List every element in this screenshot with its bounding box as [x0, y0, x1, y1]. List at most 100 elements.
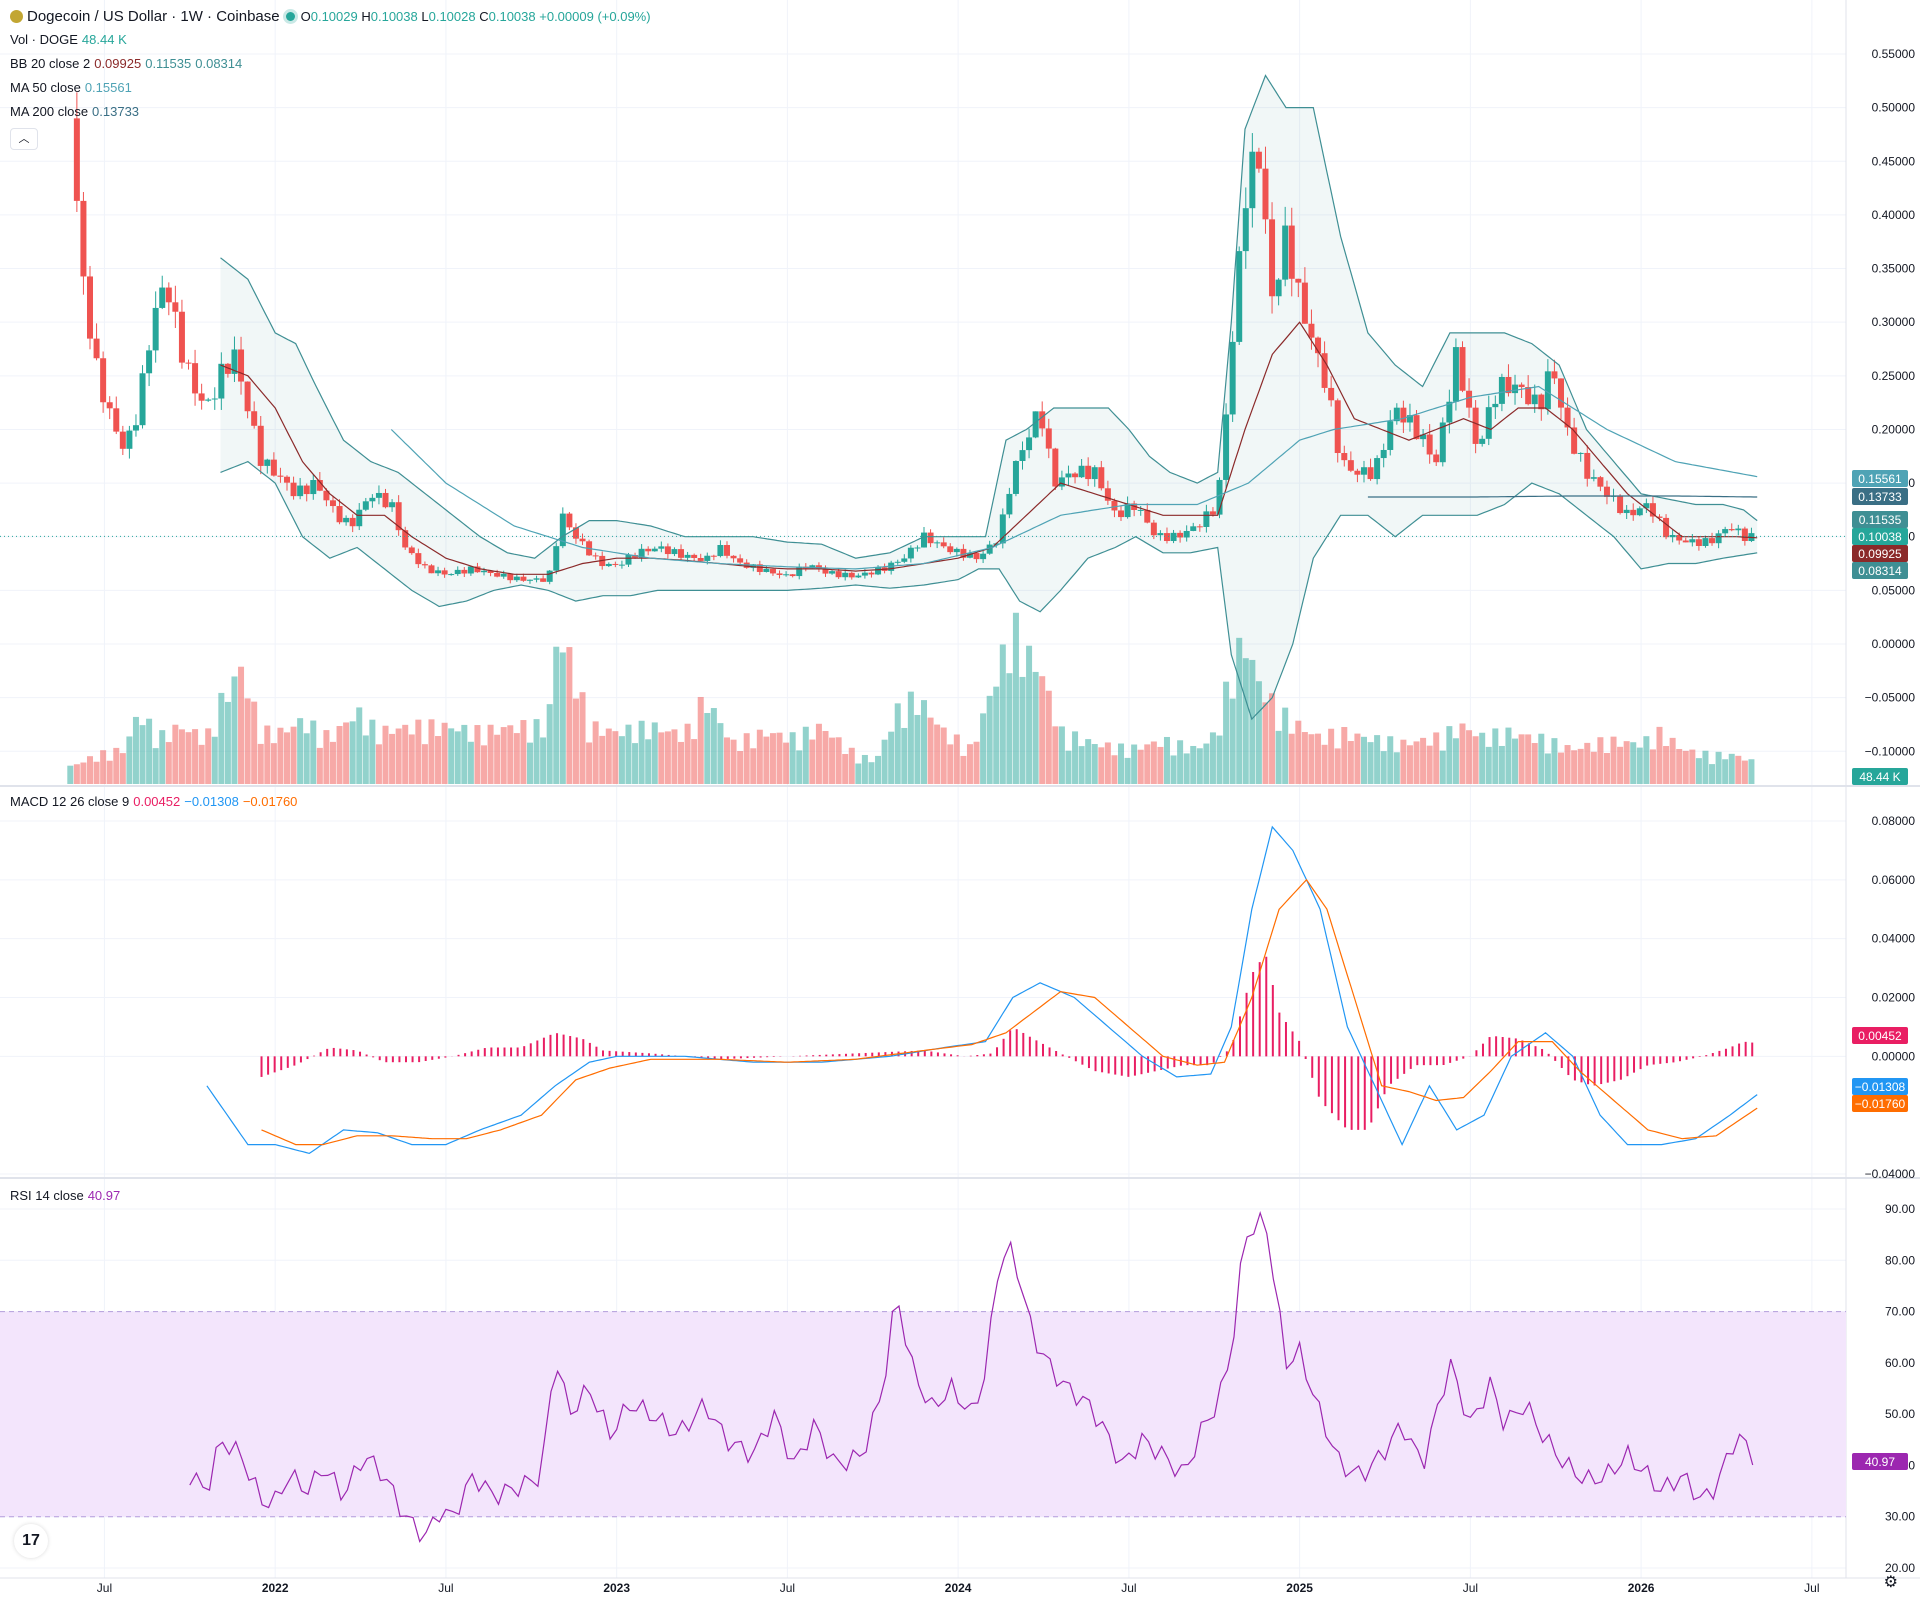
candle-body [494, 572, 501, 577]
volume-bar [710, 708, 717, 784]
candle-body [284, 476, 291, 483]
bb-mid-value: 0.09925 [94, 56, 142, 71]
candle-body [526, 579, 533, 581]
volume-bar [1150, 741, 1157, 784]
candle-body [119, 431, 126, 449]
symbol-title[interactable]: Dogecoin / US Dollar · 1W · Coinbase [27, 8, 280, 25]
volume-bar [848, 747, 855, 784]
candle-body [1433, 454, 1440, 463]
ma200-price-badge[interactable]: 0.13733 [1852, 488, 1908, 505]
volume-bar [435, 736, 442, 784]
rsi-badge[interactable]: 40.97 [1852, 1453, 1908, 1470]
candle-body [842, 572, 849, 578]
volume-bar [763, 736, 770, 784]
bb-upper-price-badge[interactable]: 0.11535 [1852, 511, 1908, 528]
ma50-price-badge-bg [1852, 470, 1908, 487]
bb-lower-value: 0.08314 [195, 56, 243, 71]
candle-body [1728, 529, 1735, 531]
last-price-badge[interactable]: 0.10038 [1852, 528, 1908, 545]
volume-bar [1157, 746, 1164, 784]
candle-body [1354, 470, 1361, 475]
candle-body [1735, 528, 1742, 531]
volume-bar [1091, 744, 1098, 784]
gear-icon[interactable]: ⚙ [1883, 1574, 1898, 1591]
ma50-price-badge[interactable]: 0.15561 [1852, 470, 1908, 487]
high-label: H [361, 9, 371, 24]
ma200-label: MA 200 close [10, 104, 89, 119]
candle-body [625, 554, 632, 565]
candle-body [1741, 528, 1748, 542]
candle-body [835, 571, 842, 578]
candle-body [1446, 401, 1453, 423]
candle-body [277, 475, 284, 477]
volume-bar [1229, 698, 1236, 784]
volume-bar [1216, 735, 1223, 784]
candle-body [756, 564, 763, 572]
volume-bar [1420, 737, 1427, 784]
volume-badge[interactable]: 48.44 K [1852, 768, 1908, 785]
volume-bar [533, 719, 540, 784]
bb-legend[interactable]: BB 20 close 2 0.09925 0.11535 0.08314 [10, 55, 242, 73]
rsi-axis-label: 80.00 [1885, 1253, 1915, 1267]
volume-bar [599, 735, 606, 784]
time-axis-label: Jul [1804, 1581, 1819, 1595]
candle-body [1019, 450, 1026, 461]
volume-bar [86, 756, 93, 784]
candle-body [481, 570, 488, 573]
macd-line-badge[interactable]: −0.01308 [1852, 1078, 1908, 1095]
volume-bar [369, 719, 376, 784]
ma200-legend[interactable]: MA 200 close 0.13733 [10, 103, 139, 121]
candle-body [678, 549, 685, 558]
last-price-badge-text: 0.10038 [1858, 530, 1902, 544]
volume-bar [487, 724, 494, 784]
volume-bar [697, 696, 704, 784]
volume-bar [1590, 751, 1597, 784]
collapse-legend-button[interactable]: ︿ [10, 128, 38, 150]
ma50-legend[interactable]: MA 50 close 0.15561 [10, 79, 132, 97]
candle-body [86, 276, 93, 339]
candle-body [178, 311, 185, 363]
volume-bar [842, 753, 849, 784]
macd-signal-badge[interactable]: −0.01760 [1852, 1095, 1908, 1112]
volume-bar [664, 731, 671, 784]
close-label: C [479, 9, 489, 24]
candle-body [310, 480, 317, 495]
volume-legend[interactable]: Vol · DOGE 48.44 K [10, 31, 127, 49]
volume-bar [389, 733, 396, 784]
candle-body [454, 569, 461, 575]
volume-bar [605, 728, 612, 784]
candle-body [152, 307, 159, 351]
macd-hist-badge[interactable]: 0.00452 [1852, 1027, 1908, 1044]
candle-body [172, 302, 179, 312]
volume-bar [1538, 733, 1545, 784]
candle-body [875, 567, 882, 575]
volume-bar [1669, 737, 1676, 784]
tradingview-logo-icon[interactable]: 17 [14, 1524, 48, 1558]
macd-legend[interactable]: MACD 12 26 close 9 0.00452 −0.01308 −0.0176… [10, 793, 297, 811]
bb-lower-price-badge[interactable]: 0.08314 [1852, 562, 1908, 579]
volume-bar [986, 695, 993, 784]
time-axis-label: Jul [438, 1581, 453, 1595]
candle-body [717, 545, 724, 557]
candle-body [1538, 394, 1545, 410]
rsi-legend[interactable]: RSI 14 close 40.97 [10, 1187, 120, 1205]
candle-body [960, 548, 967, 558]
volume-bar [500, 727, 507, 784]
candle-body [1636, 508, 1643, 516]
volume-bar [1328, 728, 1335, 784]
volume-bar [632, 743, 639, 784]
candle-body [1656, 516, 1663, 518]
volume-bar [704, 713, 711, 784]
bb-upper-line [220, 74, 1758, 559]
volume-bar [1676, 748, 1683, 784]
volume-bar [1354, 733, 1361, 784]
volume-bar [1045, 690, 1052, 784]
high-value: 0.10038 [370, 9, 418, 24]
ma50-price-badge-text: 0.15561 [1858, 472, 1902, 486]
candle-body [1301, 282, 1308, 324]
candle-body [1479, 438, 1486, 444]
candle-body [316, 480, 323, 491]
volume-bar [822, 731, 829, 784]
bb-middle-price-badge[interactable]: 0.09925 [1852, 545, 1908, 562]
